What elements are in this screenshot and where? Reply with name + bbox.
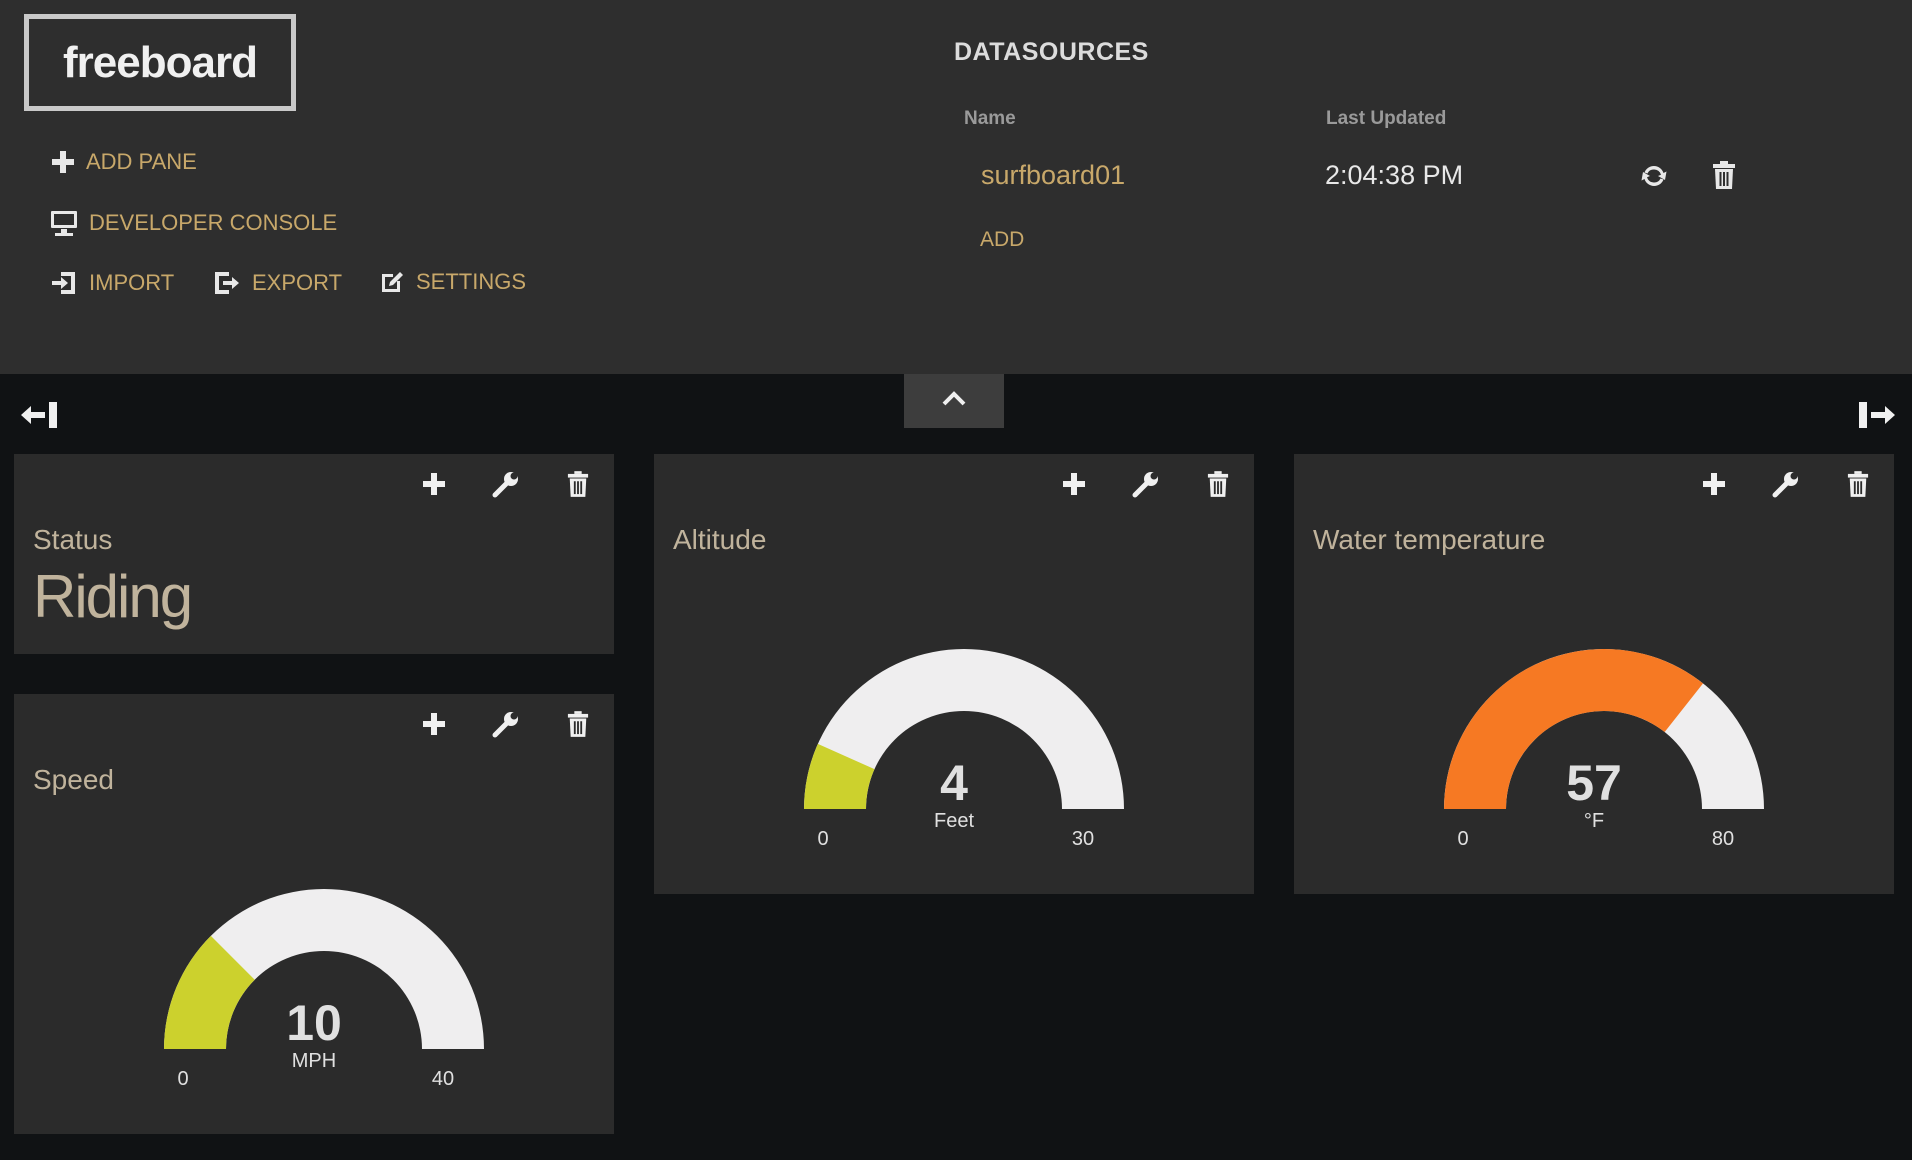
plus-icon[interactable] (398, 472, 470, 496)
settings-button[interactable]: SETTINGS (378, 268, 526, 296)
trash-icon[interactable] (542, 710, 614, 738)
pane-toolbar (398, 454, 614, 514)
datasource-name-link[interactable]: surfboard01 (981, 160, 1126, 190)
altitude-gauge (804, 649, 1124, 809)
plus-icon[interactable] (398, 712, 470, 736)
gauge-unit: Feet (933, 810, 975, 832)
pane-speed: Speed 10 MPH 0 40 (14, 694, 614, 1134)
add-datasource-button[interactable]: ADD (980, 228, 1025, 251)
gauge-max-label: 40 (431, 1068, 455, 1090)
collapse-left-icon[interactable] (20, 400, 58, 435)
pane-title: Altitude (673, 524, 767, 555)
export-button[interactable]: EXPORT (212, 268, 342, 298)
trash-icon[interactable] (1182, 470, 1254, 498)
water-temperature-gauge (1444, 649, 1764, 809)
plus-icon (50, 149, 76, 175)
column-header-last-updated: Last Updated (1326, 108, 1447, 129)
gauge-max-label: 30 (1071, 828, 1095, 850)
chevron-up-icon (942, 390, 966, 412)
trash-icon[interactable] (542, 470, 614, 498)
freeboard-logo: freeboard (24, 14, 296, 111)
gauge-unit: °F (1583, 810, 1605, 832)
gauge-min-label: 0 (177, 1068, 189, 1090)
settings-label: SETTINGS (416, 269, 527, 294)
import-label: IMPORT (89, 270, 175, 295)
pane-title: Status (33, 524, 113, 555)
import-icon (49, 268, 79, 298)
datasource-last-updated: 2:04:38 PM (1325, 160, 1464, 190)
wrench-icon[interactable] (1750, 470, 1822, 498)
plus-icon[interactable] (1678, 472, 1750, 496)
import-button[interactable]: IMPORT (49, 268, 174, 298)
pane-toolbar (398, 694, 614, 754)
wrench-icon[interactable] (470, 470, 542, 498)
pane-altitude: Altitude 4 Feet 0 30 (654, 454, 1254, 894)
gauge-min-label: 0 (1457, 828, 1469, 850)
add-pane-button[interactable]: ADD PANE (50, 149, 197, 175)
refresh-icon[interactable] (1640, 160, 1668, 197)
column-header-name: Name (964, 108, 1016, 129)
gauge-value: 10 (286, 995, 342, 1051)
pane-toolbar (1038, 454, 1254, 514)
edit-icon (378, 268, 406, 296)
expand-right-icon[interactable] (1858, 400, 1896, 435)
pane-status: Status Riding (14, 454, 614, 654)
toggle-header-button[interactable] (904, 374, 1004, 428)
gauge-fill (804, 743, 875, 809)
wrench-icon[interactable] (470, 710, 542, 738)
speed-gauge (164, 889, 484, 1049)
add-pane-label: ADD PANE (86, 149, 197, 174)
developer-console-button[interactable]: DEVELOPER CONSOLE (49, 208, 337, 238)
gauge-track (804, 649, 1124, 809)
export-icon (212, 268, 242, 298)
plus-icon[interactable] (1038, 472, 1110, 496)
gauge-track (164, 889, 484, 1049)
pane-title: Speed (33, 764, 114, 795)
status-value: Riding (33, 563, 193, 630)
gauge-fill (164, 935, 255, 1049)
pane-toolbar (1678, 454, 1894, 514)
trash-icon[interactable] (1712, 160, 1736, 195)
gauge-value: 4 (940, 755, 968, 811)
export-label: EXPORT (252, 270, 343, 295)
admin-header: freeboard ADD PANE DEVELOPER CONSOLE IMP… (0, 0, 1912, 374)
monitor-icon (49, 208, 79, 238)
gauge-min-label: 0 (817, 828, 829, 850)
wrench-icon[interactable] (1110, 470, 1182, 498)
developer-console-label: DEVELOPER CONSOLE (89, 210, 338, 235)
gauge-fill (1444, 649, 1704, 809)
gauge-value: 57 (1566, 755, 1622, 811)
datasources-title: DATASOURCES (954, 38, 1149, 66)
pane-title: Water temperature (1313, 524, 1546, 555)
gauge-max-label: 80 (1711, 828, 1735, 850)
pane-water-temperature: Water temperature 57 °F 0 80 (1294, 454, 1894, 894)
gauge-unit: MPH (291, 1050, 337, 1072)
trash-icon[interactable] (1822, 470, 1894, 498)
